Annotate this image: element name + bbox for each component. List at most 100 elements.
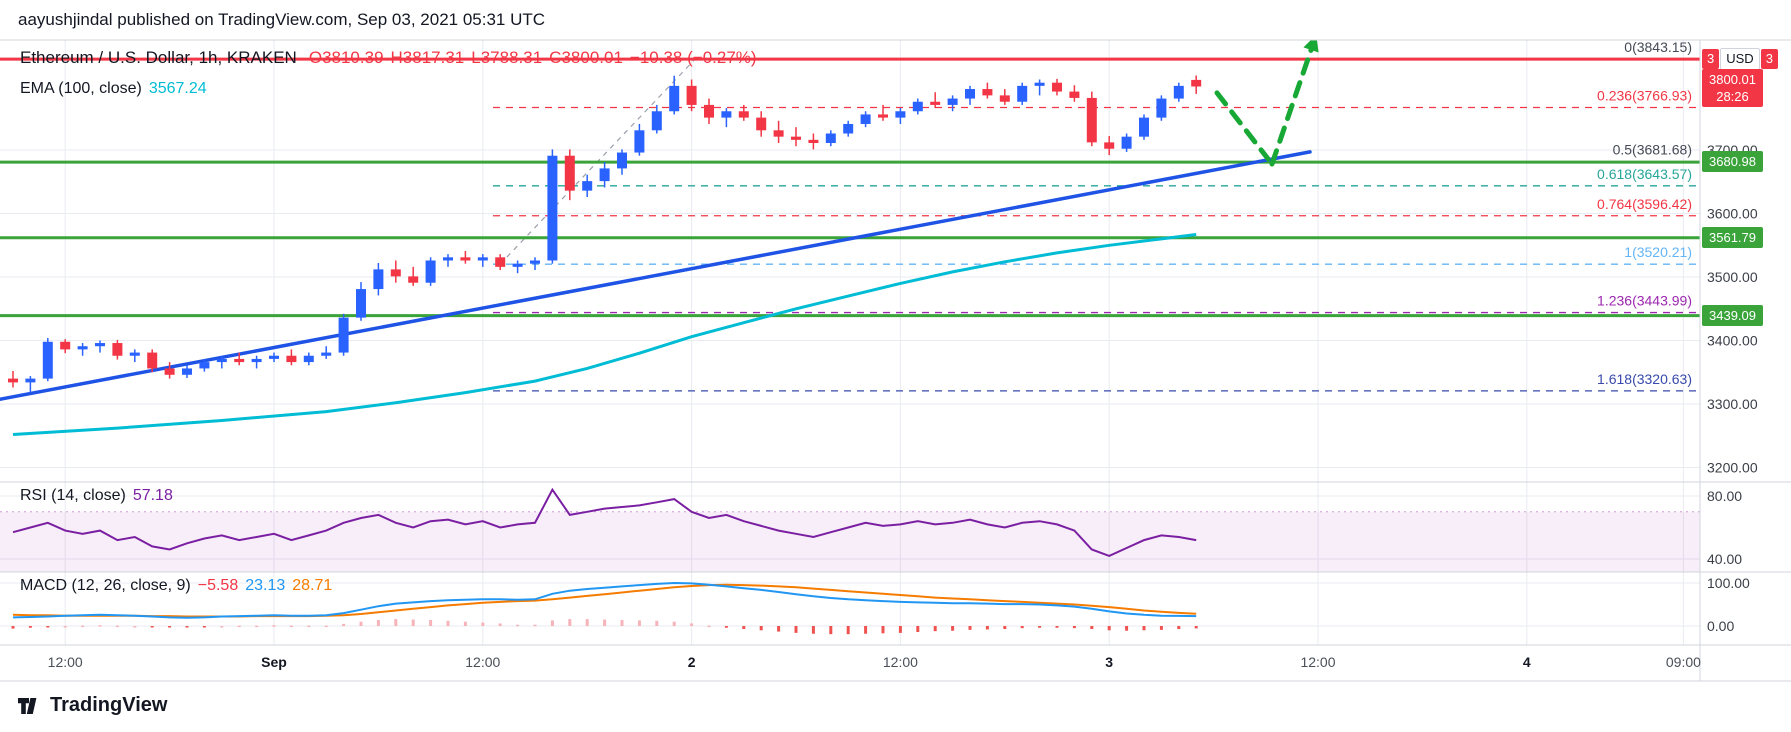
tradingview-logo-icon	[18, 697, 37, 714]
macd-histogram-bar	[185, 626, 189, 628]
macd-histogram-bar	[846, 626, 850, 635]
macd-histogram-bar	[376, 619, 380, 626]
macd-histogram-bar	[202, 626, 206, 628]
candle-body	[303, 355, 314, 363]
tradingview-branding[interactable]: TradingView	[16, 694, 167, 717]
macd-histogram-bar	[620, 619, 624, 626]
candle-body	[982, 89, 993, 96]
candle-body	[390, 269, 401, 277]
time-axis-label: 4	[1523, 654, 1531, 670]
candle-body	[1139, 117, 1149, 137]
macd-histogram-bar	[794, 626, 798, 633]
macd-histogram-bar	[1142, 626, 1146, 631]
macd-histogram-bar	[168, 626, 172, 628]
macd-histogram-bar	[898, 626, 902, 633]
time-axis-label: Sep	[261, 654, 287, 670]
candle-body	[1104, 142, 1115, 149]
macd-histogram-bar	[1125, 626, 1129, 631]
candle-body	[1121, 136, 1132, 149]
candle-body	[878, 114, 888, 118]
macd-histogram-bar	[220, 626, 224, 628]
macd-histogram-bar	[429, 619, 433, 626]
macd-axis-label: 0.00	[1707, 618, 1734, 634]
candle-body	[1017, 85, 1028, 102]
publish-info: aayushjindal published on TradingView.co…	[18, 10, 546, 29]
macd-histogram-bar	[759, 626, 763, 631]
ohlc-high: H3817.31	[390, 48, 465, 67]
macd-histogram-bar	[150, 626, 154, 628]
price-axis-label: 3300.00	[1707, 396, 1758, 412]
main-pane	[0, 40, 1700, 436]
macd-histogram-bar	[777, 626, 781, 632]
ohlc-open: O3810.39	[308, 48, 384, 67]
macd-histogram-bar	[98, 625, 102, 627]
macd-signal-value: 28.71	[292, 577, 333, 594]
symbol-legend: Ethereum / U.S. Dollar, 1h, KRAKEN O3810.…	[20, 48, 764, 68]
last-price-badge: 3800.01 28:26	[1702, 69, 1763, 107]
macd-histogram-bar	[446, 620, 450, 626]
candle-body	[477, 257, 488, 261]
candle-body	[408, 276, 419, 283]
candle-body	[1034, 82, 1045, 86]
candle-body	[495, 257, 506, 267]
candle-body	[738, 111, 749, 118]
candle-body	[547, 155, 558, 261]
candle-body	[234, 358, 245, 363]
candle-body	[164, 368, 175, 375]
macd-histogram-bar	[411, 619, 415, 626]
macd-label: MACD (12, 26, close, 9)	[20, 577, 191, 594]
macd-histogram-bar	[289, 625, 293, 628]
candle-body	[338, 317, 349, 353]
rsi-pane	[12, 487, 1197, 557]
ema-label: EMA (100, close)	[20, 80, 142, 97]
fib-label-0: 0(3843.15)	[1624, 39, 1692, 55]
candle-body	[669, 85, 680, 112]
candle-body	[251, 358, 262, 363]
candle-body	[77, 346, 88, 350]
price-axis-label: 3400.00	[1707, 333, 1758, 349]
time-axis-label: 3	[1105, 654, 1113, 670]
candle-body	[651, 111, 662, 131]
macd-histogram-bar	[359, 621, 363, 626]
candle-body	[356, 289, 366, 318]
candle-body	[8, 378, 18, 383]
rsi-value: 57.18	[132, 487, 173, 504]
candle-body	[460, 257, 471, 261]
candle-body	[425, 260, 436, 283]
macd-histogram-bar	[933, 626, 937, 632]
macd-histogram-bar	[916, 626, 920, 633]
axis-top-badge: 3 USD 3	[1702, 48, 1778, 70]
time-axis-label: 12:00	[883, 654, 918, 670]
rsi-axis-label: 40.00	[1707, 551, 1742, 567]
candle-body	[112, 343, 123, 356]
macd-histogram-bar	[1020, 626, 1024, 629]
candle-body	[825, 133, 836, 144]
macd-histogram-bar	[28, 626, 32, 628]
candle-body	[704, 104, 714, 118]
candle-body	[634, 130, 645, 153]
candle-body	[1086, 97, 1097, 143]
price-axis-label: 3500.00	[1707, 269, 1758, 285]
candle-body	[1191, 79, 1202, 87]
ema-legend: EMA (100, close) 3567.24	[20, 80, 214, 98]
macd-histogram-bar	[1003, 626, 1007, 630]
macd-histogram-bar	[46, 626, 50, 628]
projection-arrow	[1214, 90, 1271, 162]
macd-histogram-bar	[951, 626, 955, 631]
candle-body	[930, 101, 941, 105]
candle-body	[808, 139, 819, 144]
price-axis: 3 USD 3 3800.01 28:26 3680.98 3561.79 34…	[1700, 0, 1791, 732]
pane-borders	[0, 39, 1791, 682]
ohlc-close: C3800.01	[549, 48, 623, 67]
ohlc-low: L3788.31	[471, 48, 543, 67]
candle-body	[721, 111, 732, 118]
last-price: 3800.01	[1709, 72, 1756, 87]
macd-histogram-bar	[603, 619, 607, 626]
macd-histogram-bar	[637, 620, 641, 626]
time-axis-label: 12:00	[48, 654, 83, 670]
macd-histogram-bar	[585, 619, 589, 626]
candle-body	[1052, 82, 1062, 92]
rsi-label: RSI (14, close)	[20, 487, 126, 504]
macd-histogram-bar	[481, 622, 485, 626]
